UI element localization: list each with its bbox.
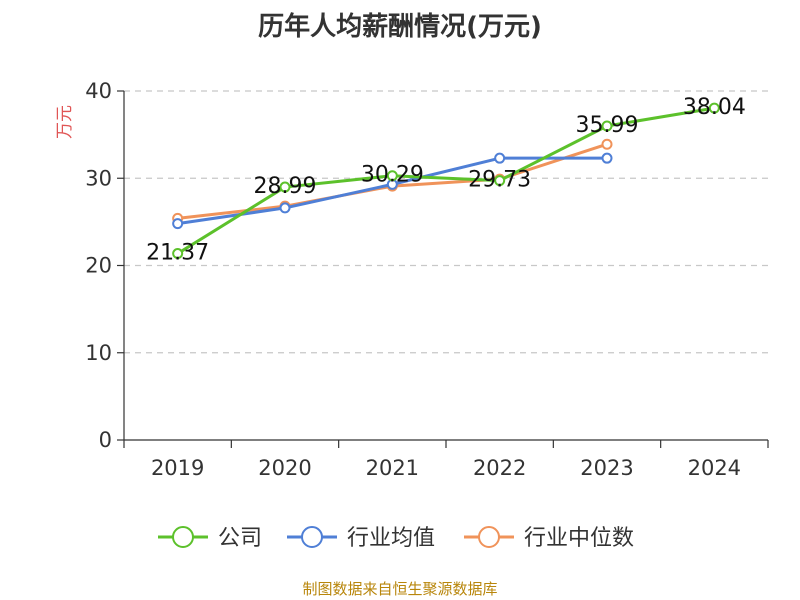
source-note: 制图数据来自恒生聚源数据库: [302, 580, 498, 598]
data-point: [601, 138, 613, 150]
legend-label: 公司: [218, 526, 262, 551]
data-point: [172, 218, 184, 230]
x-tick-label: 2019: [151, 456, 204, 480]
data-point: [279, 181, 291, 193]
legend-label: 行业均值: [347, 526, 435, 551]
legend-marker: [172, 526, 194, 548]
y-tick-label: 20: [85, 254, 112, 278]
y-tick-label: 40: [85, 79, 112, 103]
data-point: [386, 170, 398, 182]
legend-marker: [478, 526, 500, 548]
x-tick-label: 2023: [580, 456, 633, 480]
data-point: [708, 102, 720, 114]
y-tick-label: 0: [99, 428, 112, 452]
series-line: [176, 106, 715, 255]
legend-label: 行业中位数: [524, 526, 634, 551]
y-tick-label: 10: [85, 341, 112, 365]
data-point: [494, 175, 506, 187]
y-axis-label: 万元: [55, 105, 75, 139]
data-label: 30.29: [361, 163, 424, 188]
data-point: [172, 248, 184, 260]
data-point: [601, 152, 613, 164]
data-point: [279, 202, 291, 214]
data-label: 28.99: [254, 174, 317, 199]
data-point: [601, 120, 613, 132]
chart-title: 历年人均薪酬情况(万元): [258, 12, 542, 42]
data-point: [494, 152, 506, 164]
data-label: 29.73: [468, 168, 531, 193]
x-tick-label: 2022: [473, 456, 526, 480]
x-tick-label: 2020: [258, 456, 311, 480]
x-tick-label: 2021: [366, 456, 419, 480]
data-label: 21.37: [146, 241, 209, 266]
data-label: 38.04: [683, 95, 746, 120]
data-label: 35.99: [576, 113, 639, 138]
x-tick-label: 2024: [688, 456, 741, 480]
y-tick-label: 30: [85, 166, 112, 190]
legend-marker: [301, 526, 323, 548]
